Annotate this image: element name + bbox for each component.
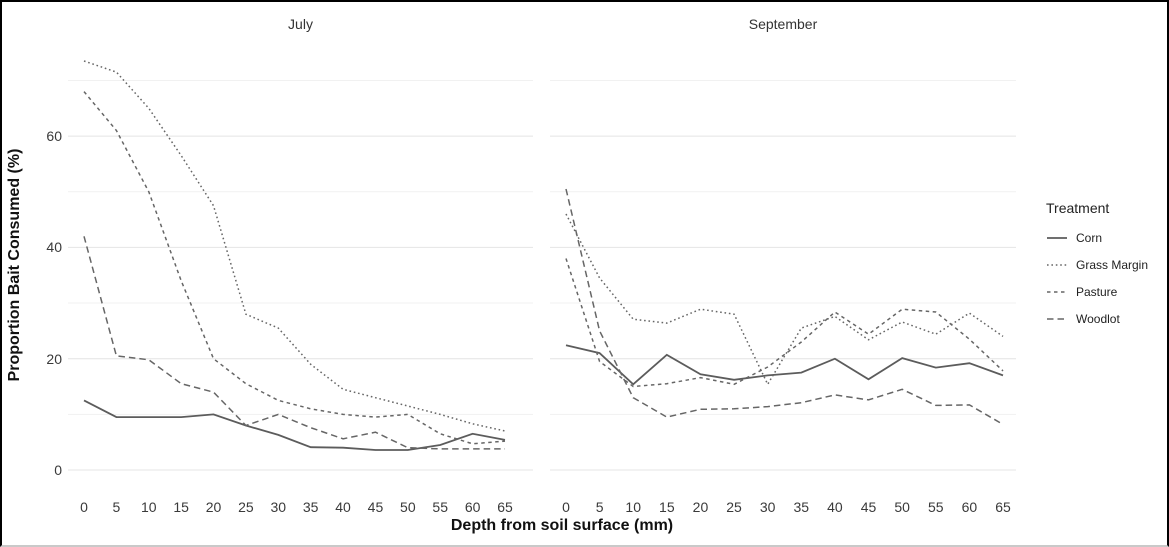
x-tick-label: 15: [173, 499, 189, 515]
x-tick-label: 25: [238, 499, 254, 515]
x-tick-label: 15: [659, 499, 675, 515]
series-line-grass-margin-july: [83, 60, 506, 432]
legend-title: Treatment: [1046, 200, 1110, 216]
facet-title-july: July: [288, 16, 313, 32]
legend-line-sample-dashed: [1047, 290, 1067, 293]
x-tick-label: 5: [595, 499, 604, 515]
legend-item-grass-margin: Grass Margin: [1046, 255, 1166, 274]
x-tick-label: 55: [927, 499, 944, 515]
series-line-woodlot-july: [83, 236, 505, 450]
y-tick-label: 0: [54, 462, 62, 478]
x-tick-label: 65: [497, 499, 513, 515]
series-line-woodlot-september: [565, 188, 1004, 426]
legend-item-woodlot: Woodlot: [1046, 309, 1166, 328]
x-tick-label: 10: [140, 499, 157, 515]
x-tick-label: 65: [995, 499, 1011, 515]
series-line-corn-september: [565, 344, 1004, 386]
x-tick-label: 40: [827, 499, 843, 515]
x-tick-label: 20: [692, 499, 709, 515]
y-axis-title: Proportion Bait Consumed (%): [6, 148, 23, 382]
x-tick-label: 30: [270, 499, 287, 515]
x-tick-label: 60: [464, 499, 481, 515]
x-tick-label: 5: [112, 499, 121, 515]
series-line-pasture-july: [83, 91, 506, 445]
x-tick-label: 35: [793, 499, 810, 515]
x-tick-label: 35: [302, 499, 319, 515]
x-tick-label: 20: [205, 499, 222, 515]
x-tick-label: 0: [80, 499, 88, 515]
x-axis-title: Depth from soil surface (mm): [450, 517, 674, 534]
series-line-pasture-september: [565, 258, 1004, 388]
facet-title-september: September: [748, 16, 818, 32]
series-line-corn-july: [83, 399, 506, 451]
legend-label-corn: Corn: [1076, 230, 1103, 245]
legend-line-sample-dotted: [1047, 263, 1067, 266]
legend-line-sample-solid: [1047, 236, 1067, 239]
x-tick-label: 50: [400, 499, 416, 515]
y-tick-label: 40: [46, 239, 62, 256]
x-tick-label: 0: [562, 499, 570, 515]
y-tick-label: 20: [46, 350, 62, 367]
legend-line-sample-longdash: [1047, 317, 1067, 320]
legend-item-corn: Corn: [1046, 228, 1166, 247]
legend-item-pasture: Pasture: [1046, 282, 1166, 301]
x-tick-label: 55: [432, 499, 448, 515]
x-tick-label: 40: [335, 499, 351, 515]
legend-label-pasture: Pasture: [1076, 284, 1118, 299]
series-line-grass-margin-september: [565, 213, 1004, 386]
x-tick-label: 45: [367, 499, 384, 515]
legend-label-grass-margin: Grass Margin: [1076, 257, 1149, 272]
legend: Treatment Corn Grass Margin Pasture Wood…: [1046, 200, 1166, 336]
x-tick-label: 50: [894, 499, 910, 515]
y-tick-label: 60: [46, 128, 62, 145]
x-tick-label: 30: [759, 499, 776, 515]
x-tick-label: 60: [961, 499, 978, 515]
x-tick-label: 25: [726, 499, 742, 515]
x-tick-label: 45: [860, 499, 877, 515]
x-tick-label: 10: [625, 499, 641, 515]
legend-label-woodlot: Woodlot: [1076, 311, 1120, 326]
